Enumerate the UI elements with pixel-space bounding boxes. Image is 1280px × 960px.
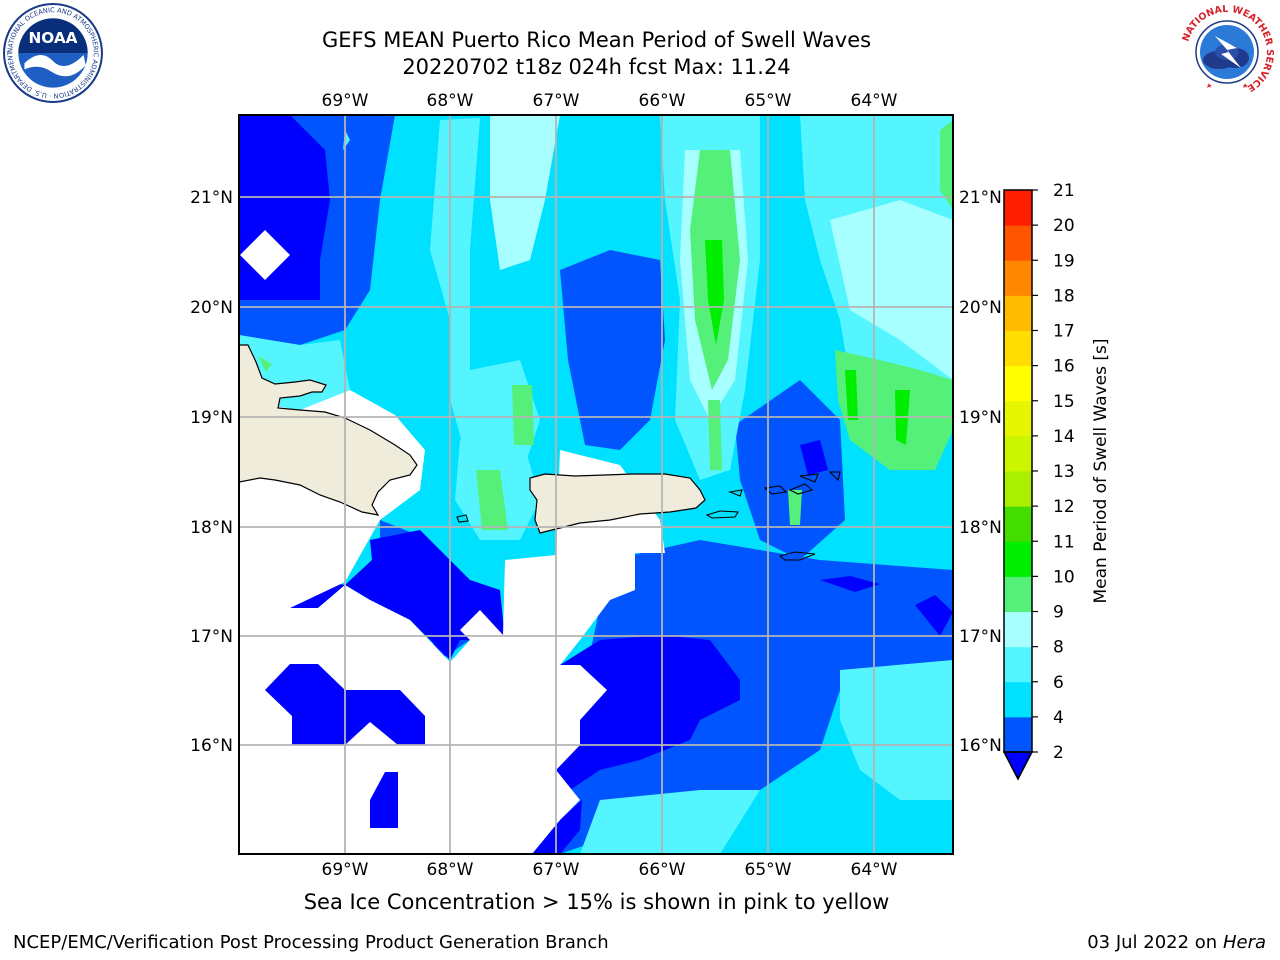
generation-date: 03 Jul 2022 on Hera — [1087, 932, 1266, 953]
lat-label-right: 18°N — [959, 518, 1002, 538]
noaa-wordmark: NOAA — [28, 29, 77, 47]
colorbar-tick-label: 18 — [1053, 286, 1075, 306]
colorbar-swatch — [1004, 190, 1032, 226]
small-islands — [456, 471, 841, 561]
colorbar-tick-label: 4 — [1053, 708, 1064, 728]
lat-label-right: 17°N — [959, 627, 1002, 647]
colorbar-tick-label: 17 — [1053, 322, 1075, 342]
nws-logo-icon: NATIONAL WEATHER SERVICE — [1179, 4, 1275, 100]
lon-label-bottom: 66°W — [639, 860, 686, 880]
colorbar-tick-label: 19 — [1053, 251, 1075, 271]
lat-label-left: 18°N — [190, 518, 233, 538]
colorbar-tick-label: 8 — [1053, 638, 1064, 658]
lon-label-top: 64°W — [851, 91, 898, 111]
lon-label-top: 65°W — [745, 91, 792, 111]
colorbar-tick-label: 21 — [1053, 181, 1075, 201]
colorbar-swatch — [1004, 681, 1032, 718]
colorbar-label: Mean Period of Swell Waves [s] — [1091, 339, 1111, 604]
colorbar-tick-label: 15 — [1053, 392, 1075, 412]
map-grid — [239, 115, 953, 854]
map-frame — [238, 114, 954, 855]
colorbar-tick-label: 10 — [1053, 567, 1075, 587]
sea-ice-note: Sea Ice Concentration > 15% is shown in … — [303, 890, 890, 914]
noaa-logo-icon: NATIONAL OCEANIC AND ATMOSPHERIC ADMINIS… — [2, 2, 103, 103]
colorbar-tick-label: 11 — [1053, 532, 1075, 552]
lat-label-left: 19°N — [190, 408, 233, 428]
colorbar-swatch — [1004, 260, 1032, 296]
colorbar-swatch — [1004, 295, 1032, 331]
colorbar-swatch — [1004, 611, 1032, 648]
lon-label-bottom: 69°W — [322, 860, 369, 880]
colorbar-swatch — [1004, 330, 1032, 367]
map-subtitle: 20220702 t18z 024h fcst Max: 11.24 — [402, 55, 791, 79]
colorbar-swatch — [1004, 225, 1032, 261]
lat-label-right: 16°N — [959, 736, 1002, 756]
colorbar-tick-label: 13 — [1053, 462, 1075, 482]
colorbar-tick-label: 6 — [1053, 673, 1064, 693]
producer-credit: NCEP/EMC/Verification Post Processing Pr… — [13, 932, 609, 953]
lat-label-left: 21°N — [190, 188, 233, 208]
colorbar-swatch — [1004, 365, 1032, 402]
lon-label-bottom: 68°W — [427, 860, 474, 880]
map-title: GEFS MEAN Puerto Rico Mean Period of Swe… — [321, 28, 872, 52]
date-text: 03 Jul 2022 on — [1087, 932, 1218, 953]
colorbar-swatch — [1004, 400, 1032, 437]
colorbar-swatch — [1004, 435, 1032, 472]
colorbar-tick-label: 14 — [1053, 427, 1075, 447]
lat-label-right: 19°N — [959, 408, 1002, 428]
colorbar-swatch — [1004, 716, 1032, 753]
lon-label-top: 66°W — [639, 91, 686, 111]
colorbar: 2 4 6 8 9 10 11 12 13 14 15 16 17 18 19 20 21 — [1002, 181, 1075, 781]
swell-period-field — [239, 115, 953, 854]
system-name: Hera — [1222, 932, 1266, 953]
colorbar-tick-label: 20 — [1053, 216, 1075, 236]
lat-label-left: 20°N — [190, 298, 233, 318]
lon-label-top: 69°W — [322, 91, 369, 111]
colorbar-tick-label: 16 — [1053, 357, 1075, 377]
colorbar-tick-label: 2 — [1053, 743, 1064, 763]
lon-label-top: 67°W — [533, 91, 580, 111]
lon-label-top: 68°W — [427, 91, 474, 111]
lon-label-bottom: 65°W — [745, 860, 792, 880]
lon-label-bottom: 67°W — [533, 860, 580, 880]
hispaniola-land — [239, 344, 418, 516]
lon-label-bottom: 64°W — [851, 860, 898, 880]
lat-label-left: 17°N — [190, 627, 233, 647]
lat-label-left: 16°N — [190, 736, 233, 756]
lat-label-right: 21°N — [959, 188, 1002, 208]
colorbar-swatch — [1004, 541, 1032, 577]
colorbar-swatch — [1004, 471, 1032, 507]
colorbar-tick-label: 12 — [1053, 497, 1075, 517]
colorbar-under-arrow — [1002, 751, 1034, 781]
colorbar-tick-label: 9 — [1053, 603, 1064, 623]
colorbar-swatch — [1004, 506, 1032, 542]
colorbar-swatch — [1004, 576, 1032, 612]
colorbar-swatch — [1004, 646, 1032, 683]
lat-label-right: 20°N — [959, 298, 1002, 318]
